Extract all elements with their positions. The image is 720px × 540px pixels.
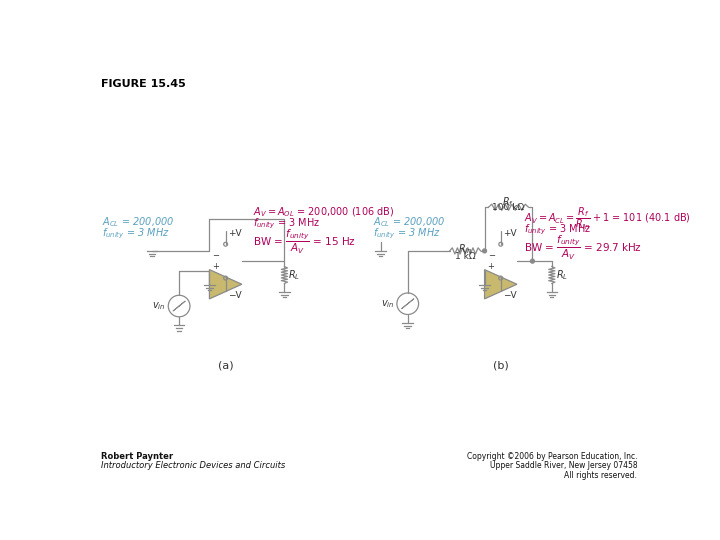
Text: $R_f$: $R_f$ xyxy=(503,195,515,209)
Text: +V: +V xyxy=(228,229,242,238)
Text: 100 kΩ: 100 kΩ xyxy=(492,204,525,212)
Text: −V: −V xyxy=(228,291,242,300)
Text: −: − xyxy=(212,252,220,260)
Text: $f_{unity}$ = 3 MHz: $f_{unity}$ = 3 MHz xyxy=(373,226,441,241)
Text: Copyright ©2006 by Pearson Education, Inc.: Copyright ©2006 by Pearson Education, In… xyxy=(467,452,637,461)
Text: $f_{unity}$ = 3 MHz: $f_{unity}$ = 3 MHz xyxy=(524,222,591,237)
Text: (a): (a) xyxy=(218,360,233,370)
Text: BW = $\dfrac{f_{unity}}{A_V}$ = 15 Hz: BW = $\dfrac{f_{unity}}{A_V}$ = 15 Hz xyxy=(253,227,356,255)
Text: $A_{CL}$ = 200,000: $A_{CL}$ = 200,000 xyxy=(373,215,445,229)
Circle shape xyxy=(482,249,487,253)
Text: FIGURE 15.45: FIGURE 15.45 xyxy=(101,79,186,89)
Polygon shape xyxy=(210,269,242,299)
Text: $v_{in}$: $v_{in}$ xyxy=(153,300,166,312)
Text: BW = $\dfrac{f_{unity}}{A_V}$ = 29.7 kHz: BW = $\dfrac{f_{unity}}{A_V}$ = 29.7 kHz xyxy=(524,233,642,262)
Circle shape xyxy=(531,259,534,263)
Text: (b): (b) xyxy=(493,360,508,370)
Text: All rights reserved.: All rights reserved. xyxy=(564,470,637,480)
Text: $f_{unity}$ = 3 MHz: $f_{unity}$ = 3 MHz xyxy=(253,217,320,231)
Text: $f_{unity}$ = 3 MHz: $f_{unity}$ = 3 MHz xyxy=(102,226,169,241)
Text: $v_{in}$: $v_{in}$ xyxy=(381,298,395,309)
Text: $R_L$: $R_L$ xyxy=(288,268,300,282)
Text: +: + xyxy=(212,262,220,271)
Text: $A_{CL}$ = 200,000: $A_{CL}$ = 200,000 xyxy=(102,215,174,229)
Text: +V: +V xyxy=(503,229,517,238)
Text: $A_V = A_{CL} = \dfrac{R_f}{R_{in}} + 1$ = 101 (40.1 dB): $A_V = A_{CL} = \dfrac{R_f}{R_{in}} + 1$… xyxy=(524,206,690,232)
Text: +: + xyxy=(487,262,495,271)
Polygon shape xyxy=(485,269,517,299)
Text: $R_{in}$: $R_{in}$ xyxy=(458,242,472,256)
Text: −: − xyxy=(487,252,495,260)
Text: Introductory Electronic Devices and Circuits: Introductory Electronic Devices and Circ… xyxy=(101,461,285,470)
Text: −V: −V xyxy=(503,291,517,300)
Text: Upper Saddle River, New Jersey 07458: Upper Saddle River, New Jersey 07458 xyxy=(490,461,637,470)
Text: Robert Paynter: Robert Paynter xyxy=(101,452,173,461)
Text: 1 kΩ: 1 kΩ xyxy=(455,252,475,261)
Text: $A_V = A_{OL}$ = 200,000 (106 dB): $A_V = A_{OL}$ = 200,000 (106 dB) xyxy=(253,206,394,219)
Text: $R_L$: $R_L$ xyxy=(556,268,568,282)
